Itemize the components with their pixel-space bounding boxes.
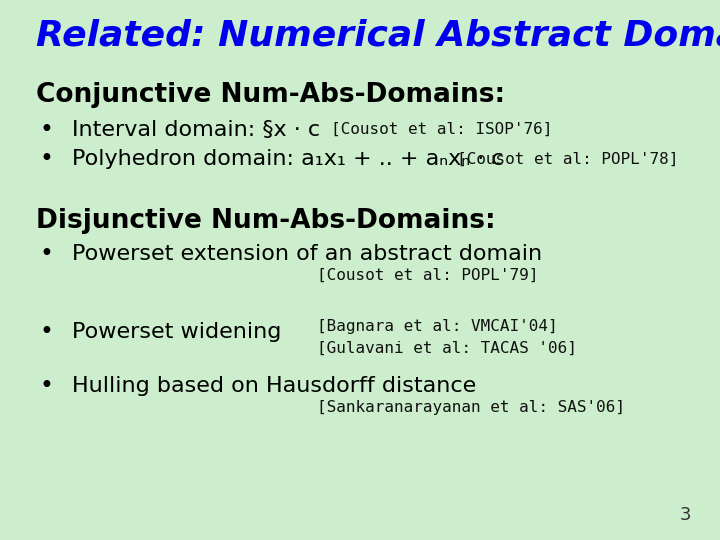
- Text: •: •: [40, 242, 53, 266]
- Text: [Cousot et al: POPL'78]: [Cousot et al: POPL'78]: [457, 152, 678, 167]
- Text: Conjunctive Num-Abs-Domains:: Conjunctive Num-Abs-Domains:: [36, 82, 505, 107]
- Text: Related: Numerical Abstract Domains: Related: Numerical Abstract Domains: [36, 18, 720, 52]
- Text: Polyhedron domain: a₁x₁ + .. + aₙxₙ · c: Polyhedron domain: a₁x₁ + .. + aₙxₙ · c: [72, 149, 503, 170]
- Text: [Bagnara et al: VMCAI'04]
[Gulavani et al: TACAS '06]: [Bagnara et al: VMCAI'04] [Gulavani et a…: [317, 320, 577, 355]
- Text: Disjunctive Num-Abs-Domains:: Disjunctive Num-Abs-Domains:: [36, 208, 495, 234]
- Text: •: •: [40, 374, 53, 398]
- Text: Powerset widening: Powerset widening: [72, 322, 282, 342]
- Text: [Cousot et al: POPL'79]: [Cousot et al: POPL'79]: [317, 268, 538, 283]
- Text: •: •: [40, 147, 53, 171]
- Text: [Cousot et al: ISOP'76]: [Cousot et al: ISOP'76]: [331, 122, 552, 137]
- Text: 3: 3: [680, 506, 691, 524]
- Text: Hulling based on Hausdorff distance: Hulling based on Hausdorff distance: [72, 376, 476, 396]
- Text: •: •: [40, 320, 53, 344]
- Text: Powerset extension of an abstract domain: Powerset extension of an abstract domain: [72, 244, 542, 264]
- Text: [Sankaranarayanan et al: SAS'06]: [Sankaranarayanan et al: SAS'06]: [317, 400, 625, 415]
- Text: •: •: [40, 118, 53, 141]
- Text: Interval domain: §x · c: Interval domain: §x · c: [72, 119, 320, 140]
